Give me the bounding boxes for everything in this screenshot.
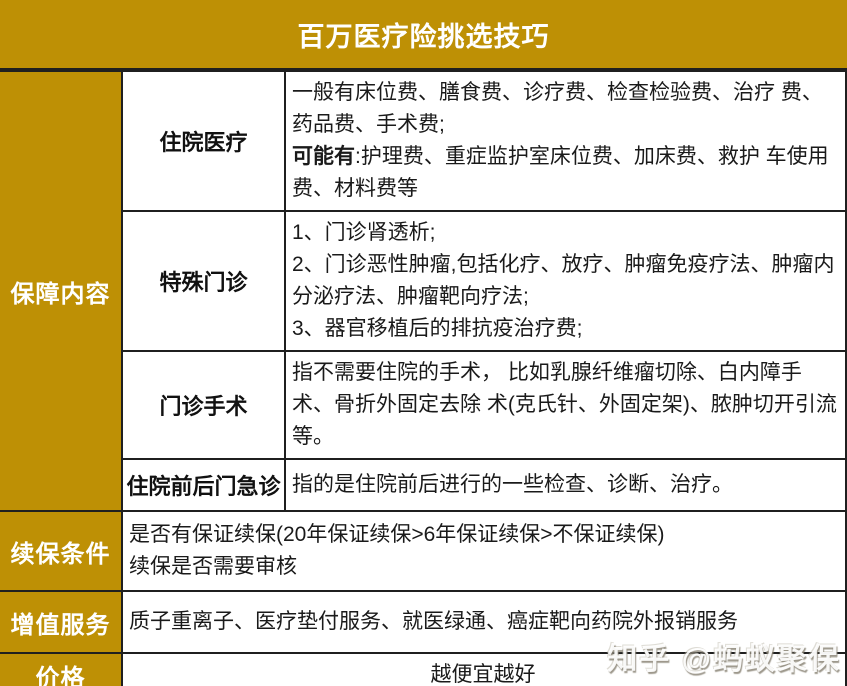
content-cell-special-outpatient: 1、门诊肾透析; 2、门诊恶性肿瘤,包括化疗、放疗、肿瘤免疫疗法、肿瘤内分泌疗法… [284, 210, 847, 352]
content-cell-pre-post-hospital: 指的是住院前后进行的一些检查、诊断、治疗。 [284, 458, 847, 512]
content-cell-price: 越便宜越好 [121, 652, 847, 686]
list-item: 1、门诊肾透析; [292, 221, 436, 244]
table-row: 保障内容 住院医疗 一般有床位费、膳食费、诊疗费、检查检验费、治疗 费、药品费、… [0, 70, 847, 512]
insurance-table: 保障内容 住院医疗 一般有床位费、膳食费、诊疗费、检查检验费、治疗 费、药品费、… [0, 70, 847, 686]
subcategory-cell-outpatient-surgery: 门诊手术 [121, 350, 286, 460]
hospitalization-maybe-line: 可能有:护理费、重症监护室床位费、加床费、救护 车使用费、材料费等 [292, 145, 829, 200]
list-item: 3、器官移植后的排抗疫治疗费; [292, 317, 583, 340]
category-cell-services: 增值服务 [0, 590, 123, 654]
subcategory-cell-special-outpatient: 特殊门诊 [121, 210, 286, 352]
table-row: 价格 越便宜越好 [0, 652, 847, 686]
table-row: 住院前后门急诊 指的是住院前后进行的一些检查、诊断、治疗。 [0, 458, 847, 512]
subcategory-cell-hospitalization: 住院医疗 [121, 70, 286, 212]
table-row: 增值服务 质子重离子、医疗垫付服务、就医绿通、癌症靶向药院外报销服务 [0, 590, 847, 654]
category-cell-coverage: 保障内容 [0, 70, 123, 512]
content-cell-renewal: 是否有保证续保(20年保证续保>6年保证续保>不保证续保) 续保是否需要审核 [121, 510, 847, 592]
list-item: 2、门诊恶性肿瘤,包括化疗、放疗、肿瘤免疫疗法、肿瘤内分泌疗法、肿瘤靶向疗法; [292, 253, 835, 308]
table-row: 续保条件 是否有保证续保(20年保证续保>6年保证续保>不保证续保) 续保是否需… [0, 510, 847, 592]
title-bar: 百万医疗险挑选技巧 [0, 0, 847, 70]
renewal-line: 续保是否需要审核 [129, 555, 297, 578]
renewal-line: 是否有保证续保(20年保证续保>6年保证续保>不保证续保) [129, 523, 665, 546]
hospitalization-general-line: 一般有床位费、膳食费、诊疗费、检查检验费、治疗 费、药品费、手术费; [292, 81, 823, 136]
table-row: 门诊手术 指不需要住院的手术， 比如乳腺纤维瘤切除、白内障手术、骨折外固定去除 … [0, 350, 847, 460]
category-cell-renewal: 续保条件 [0, 510, 123, 592]
content-cell-services: 质子重离子、医疗垫付服务、就医绿通、癌症靶向药院外报销服务 [121, 590, 847, 654]
table-row: 特殊门诊 1、门诊肾透析; 2、门诊恶性肿瘤,包括化疗、放疗、肿瘤免疫疗法、肿瘤… [0, 210, 847, 352]
content-cell-hospitalization: 一般有床位费、膳食费、诊疗费、检查检验费、治疗 费、药品费、手术费; 可能有:护… [284, 70, 847, 212]
page-title: 百万医疗险挑选技巧 [297, 21, 550, 52]
maybe-have-bold-text: 可能有 [292, 145, 355, 168]
subcategory-cell-pre-post-hospital: 住院前后门急诊 [121, 458, 286, 512]
category-cell-price: 价格 [0, 652, 123, 686]
content-cell-outpatient-surgery: 指不需要住院的手术， 比如乳腺纤维瘤切除、白内障手术、骨折外固定去除 术(克氏针… [284, 350, 847, 460]
